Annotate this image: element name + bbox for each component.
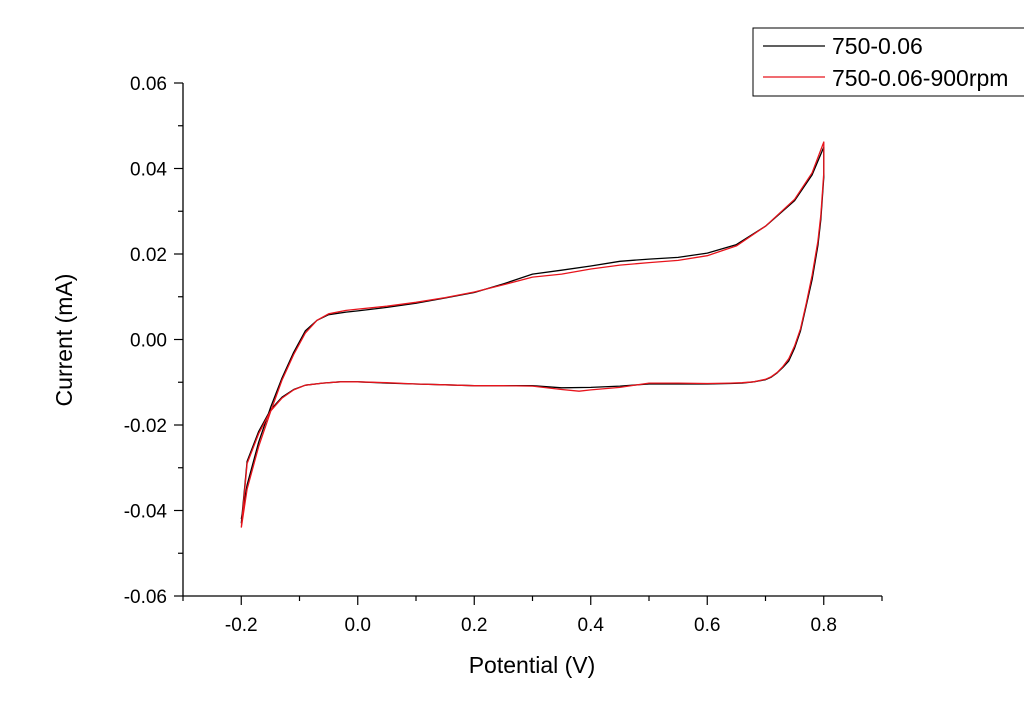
y-tick-label: 0.06 — [130, 74, 167, 95]
x-axis: -0.2 0.0 0.2 0.4 0.6 0.8 — [182, 595, 883, 636]
y-tick-label: 0.02 — [130, 245, 167, 266]
x-tick-label: 0.8 — [811, 615, 837, 636]
legend-box — [752, 27, 1024, 97]
legend-label-750-0.06-900rpm: 750-0.06-900rpm — [832, 65, 1008, 91]
legend: 750-0.06 750-0.06-900rpm — [752, 27, 1024, 97]
legend-label-750-0.06: 750-0.06 — [832, 33, 923, 59]
y-tick-label: -0.06 — [124, 587, 167, 608]
x-tick-label: 0.0 — [345, 615, 371, 636]
y-tick-label: 0.04 — [130, 160, 167, 181]
x-tick-label: 0.4 — [578, 615, 605, 636]
series-layer — [240, 141, 825, 528]
series-line-750-0.06-900rpm — [240, 141, 825, 528]
y-tick-label: -0.02 — [124, 416, 167, 437]
y-tick-label: 0.00 — [130, 331, 167, 352]
x-tick-label: 0.6 — [694, 615, 720, 636]
y-axis: -0.06 -0.04 -0.02 0.00 0.02 0.04 0.06 — [124, 74, 184, 608]
series-line-750-0.06 — [240, 146, 825, 524]
x-tick-label: 0.2 — [461, 615, 487, 636]
y-axis-title: Current (mA) — [51, 274, 77, 407]
y-tick-label: -0.04 — [124, 502, 168, 523]
x-tick-label: -0.2 — [225, 615, 258, 636]
x-axis-title: Potential (V) — [469, 652, 596, 678]
